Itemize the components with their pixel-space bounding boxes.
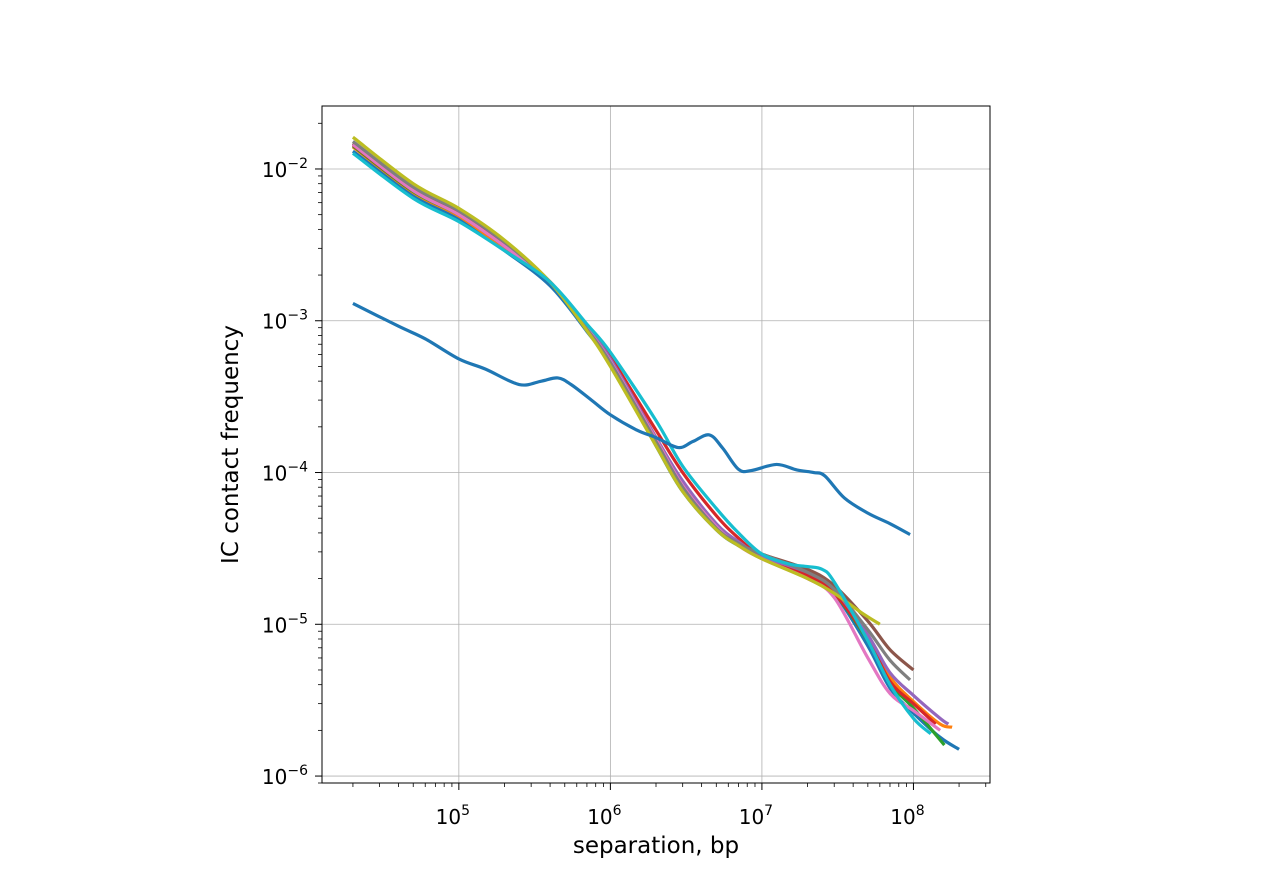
- series-line-10: [351, 151, 932, 735]
- x-tick-label: 107: [739, 803, 773, 829]
- series-line-8: [351, 140, 912, 682]
- series-line-3: [351, 144, 946, 747]
- x-tick-label: 108: [890, 803, 924, 829]
- x-tick-exponent: 7: [764, 803, 773, 819]
- x-tick-label: 105: [436, 803, 470, 829]
- x-tick-base: 10: [890, 805, 915, 829]
- x-tick-base: 10: [436, 805, 461, 829]
- series-line-11: [352, 302, 911, 536]
- y-tick-label: 10−6: [262, 763, 308, 789]
- y-tick-exponent: −3: [287, 308, 308, 324]
- y-tick-label: 10−5: [262, 611, 308, 637]
- x-tick-exponent: 8: [916, 803, 925, 819]
- x-tick-base: 10: [739, 805, 764, 829]
- y-axis-label: IC contact frequency: [218, 325, 244, 564]
- y-tick-label: 10−2: [262, 156, 308, 182]
- series-line-7: [351, 143, 942, 732]
- y-tick-base: 10: [262, 462, 287, 486]
- y-tick-label: 10−3: [262, 308, 308, 334]
- y-axis-ticks: 10−610−510−410−310−2: [262, 122, 322, 789]
- y-tick-exponent: −5: [287, 611, 308, 627]
- y-tick-base: 10: [262, 158, 287, 182]
- x-axis-label: separation, bp: [573, 833, 739, 859]
- x-axis-ticks: 105 106 107 108: [352, 783, 987, 829]
- y-tick-exponent: −2: [287, 156, 308, 172]
- y-tick-base: 10: [262, 765, 287, 789]
- x-tick-label: 106: [587, 803, 621, 829]
- x-tick-base: 10: [587, 805, 612, 829]
- y-tick-exponent: −6: [287, 763, 308, 779]
- y-tick-exponent: −4: [287, 460, 308, 476]
- series-line-9: [351, 135, 881, 626]
- series-layer: [351, 135, 960, 751]
- grid: [322, 106, 990, 783]
- x-tick-exponent: 6: [613, 803, 622, 819]
- y-tick-base: 10: [262, 613, 287, 637]
- y-tick-base: 10: [262, 310, 287, 334]
- x-tick-exponent: 5: [461, 803, 470, 819]
- y-tick-label: 10−4: [262, 460, 308, 486]
